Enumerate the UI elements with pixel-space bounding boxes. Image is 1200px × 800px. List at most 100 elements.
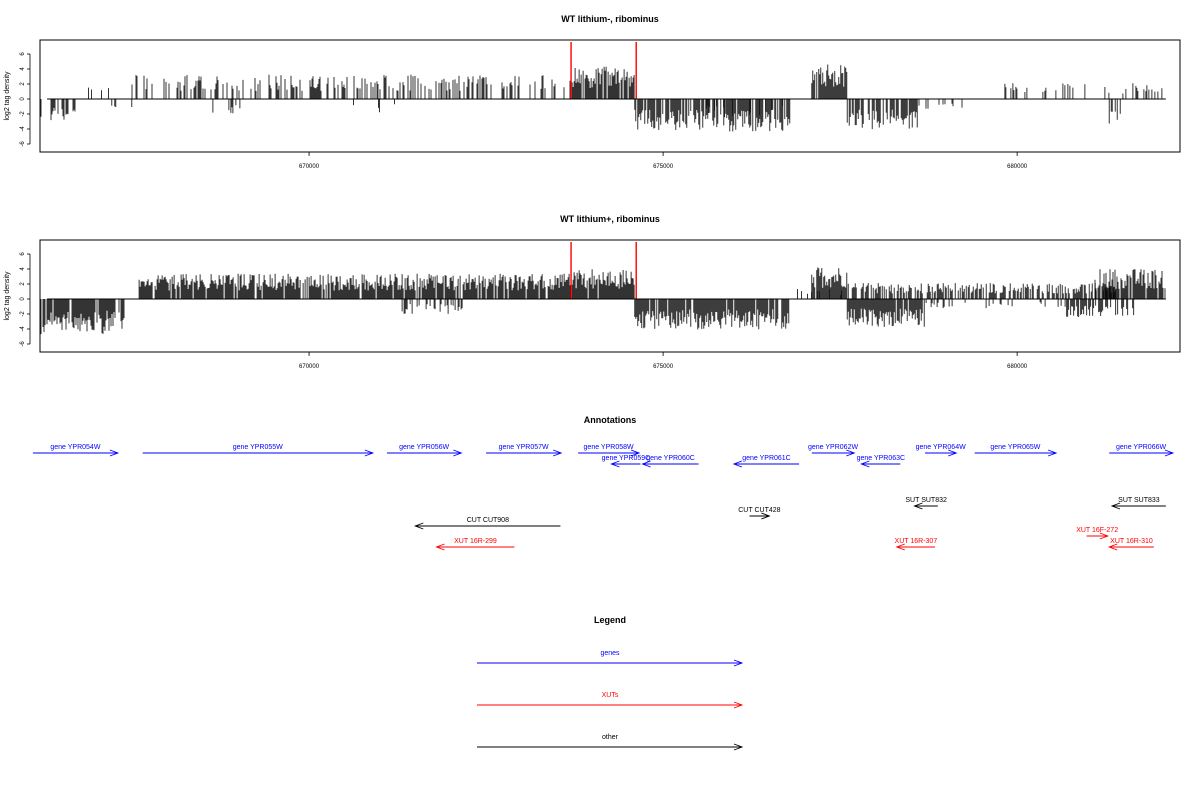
y-tick-label: 6 [20, 52, 26, 56]
annotation-arrow-head [1099, 532, 1110, 540]
annotation-feature: XUT 16R-299 [435, 538, 515, 551]
annotation-label: SUT SUT832 [905, 497, 947, 504]
annotation-feature: gene YPR062W [808, 444, 858, 457]
bar-group [39, 267, 1166, 335]
annotation-feature: gene YPR059C [602, 455, 651, 468]
annotation-label: gene YPR060C [646, 455, 695, 462]
annotation-arrow-head [413, 522, 424, 530]
annotation-arrow-head [1047, 449, 1058, 457]
annotation-label: gene YPR063C [857, 455, 906, 462]
annotation-feature: CUT CUT428 [738, 507, 781, 520]
annotation-feature: gene YPR055W [142, 444, 375, 457]
y-axis: -6 -4 -2 0 2 4 6 [20, 52, 31, 147]
marker-group [570, 42, 637, 99]
annotation-arrow-head [435, 543, 445, 551]
annotation-feature: gene YPR058W [578, 444, 641, 457]
legend-label: XUTs [602, 692, 619, 699]
legend-title: Legend [594, 615, 626, 625]
annotation-arrow-head [1164, 449, 1175, 457]
annotation-arrow-head [364, 449, 375, 457]
annotation-feature: gene YPR065W [974, 444, 1058, 457]
panel-title: WT lithium-, ribominus [561, 14, 659, 24]
y-axis-label: log2 tag density [4, 271, 11, 321]
legend-item: XUTs [477, 692, 744, 709]
x-tick-label: 670000 [299, 364, 320, 370]
annotation-label: gene YPR057W [499, 444, 549, 451]
annotation-feature: gene YPR061C [732, 455, 800, 468]
annotation-feature: gene YPR066W [1109, 444, 1175, 457]
annotation-feature: gene YPR056W [386, 444, 463, 457]
y-axis: -6 -4 -2 0 2 4 6 [20, 252, 31, 347]
y-tick-label: 0 [20, 297, 26, 301]
annotation-items: gene YPR054W gene YPR055W gene YPR056W gene… [32, 444, 1175, 551]
annotation-feature: SUT SUT833 [1110, 497, 1166, 510]
y-tick-label: -2 [20, 111, 26, 117]
plot-frame [39, 239, 1181, 353]
annotation-feature: SUT SUT832 [905, 497, 947, 510]
annotation-label: XUT 16R-307 [895, 538, 938, 545]
annotation-feature: gene YPR064W [916, 444, 966, 457]
annotation-feature: gene YPR060C [641, 455, 699, 468]
annotation-feature: gene YPR054W [32, 444, 120, 457]
track-panel-lithium-minus: WT lithium-, ribominus log2 tag density … [4, 14, 1181, 170]
annotation-feature: CUT CUT908 [413, 517, 561, 530]
x-tick-label: 680000 [1007, 164, 1028, 170]
legend-item: genes [477, 650, 744, 667]
y-tick-label: 0 [20, 97, 26, 101]
annotation-arrow-head [732, 460, 743, 468]
annotation-arrow-head [109, 449, 120, 457]
annotation-arrow-head [641, 460, 651, 468]
annotation-label: XUT 16F-272 [1076, 527, 1118, 534]
annotation-label: gene YPR065W [990, 444, 1040, 451]
annotation-label: gene YPR064W [916, 444, 966, 451]
marker-group [570, 242, 637, 299]
annotation-label: XUT 16R-310 [1110, 538, 1153, 545]
annotation-arrow-head [761, 512, 771, 520]
annotation-label: CUT CUT908 [467, 517, 509, 524]
annotation-label: gene YPR061C [742, 455, 791, 462]
annotation-arrow-head [610, 460, 620, 468]
legend-label: genes [600, 650, 620, 657]
annotation-label: XUT 16R-299 [454, 538, 497, 545]
y-tick-label: -6 [20, 141, 26, 147]
annotation-feature: gene YPR057W [486, 444, 563, 457]
bar-group [39, 64, 1163, 132]
y-tick-label: 4 [20, 67, 26, 71]
annotation-feature: XUT 16R-307 [895, 538, 938, 551]
legend: Legend genes XUTs other [477, 615, 744, 751]
y-tick-label: -4 [20, 326, 26, 332]
annotation-arrow-head [860, 460, 870, 468]
annotation-arrow-head [1110, 502, 1121, 510]
plot-frame [39, 39, 1181, 153]
annotation-arrow-head [453, 449, 463, 457]
y-tick-label: -4 [20, 126, 26, 132]
annotation-label: gene YPR066W [1116, 444, 1166, 451]
x-tick-label: 675000 [653, 364, 674, 370]
y-tick-label: 2 [20, 282, 26, 286]
legend-arrow-head [733, 659, 744, 667]
annotation-arrow-head [552, 449, 563, 457]
annotation-label: gene YPR059C [602, 455, 651, 462]
y-axis-label: log2 tag density [4, 71, 11, 121]
annotation-label: gene YPR054W [50, 444, 100, 451]
x-tick-label: 675000 [653, 164, 674, 170]
annotation-feature: gene YPR063C [857, 455, 906, 468]
annotation-label: gene YPR055W [233, 444, 283, 451]
annotations-track: Annotations gene YPR054W gene YPR055W gene… [32, 415, 1175, 551]
track-panel-lithium-plus: WT lithium+, ribominus log2 tag density … [4, 214, 1181, 370]
legend-item: other [477, 734, 744, 751]
annotation-feature: XUT 16R-310 [1107, 538, 1154, 551]
annotation-arrow-head [1107, 543, 1118, 551]
annotation-arrow-head [895, 543, 905, 551]
y-tick-label: 2 [20, 82, 26, 86]
x-axis: 670000 675000 680000 [299, 152, 1028, 170]
annotation-label: SUT SUT833 [1118, 497, 1160, 504]
annotation-arrow-head [948, 449, 958, 457]
x-tick-label: 670000 [299, 164, 320, 170]
annotation-label: gene YPR058W [584, 444, 634, 451]
annotation-label: gene YPR062W [808, 444, 858, 451]
legend-arrow-head [733, 701, 744, 709]
y-tick-label: -6 [20, 341, 26, 347]
annotation-arrow-head [846, 449, 856, 457]
